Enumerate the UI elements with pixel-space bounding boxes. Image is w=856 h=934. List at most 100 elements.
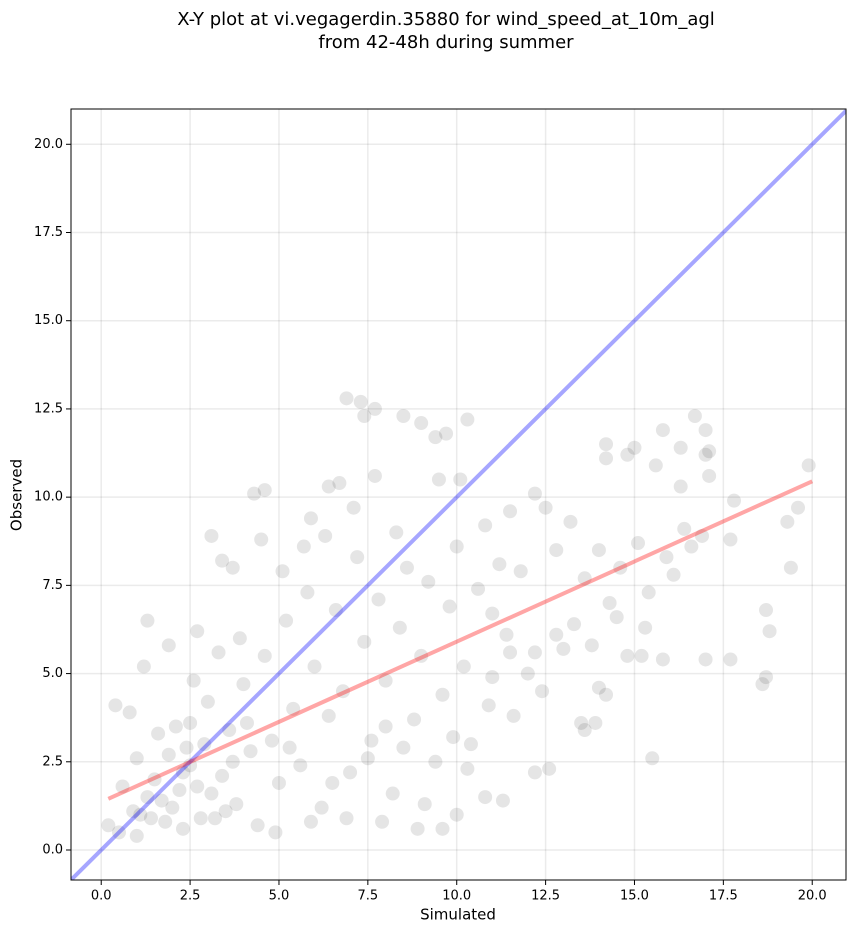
point xyxy=(282,740,297,755)
point xyxy=(183,758,198,773)
point xyxy=(396,408,411,423)
point xyxy=(140,790,155,805)
point xyxy=(783,560,798,575)
point xyxy=(239,715,254,730)
point xyxy=(527,486,542,501)
point xyxy=(471,581,486,596)
point xyxy=(161,638,176,653)
point xyxy=(165,800,180,815)
point xyxy=(143,811,158,826)
point xyxy=(204,786,219,801)
point xyxy=(417,797,432,812)
point xyxy=(460,761,475,776)
point xyxy=(791,500,806,515)
y-tick-label: 12.5 xyxy=(34,401,63,416)
point xyxy=(698,652,713,667)
point xyxy=(588,715,603,730)
point xyxy=(225,754,240,769)
point xyxy=(232,631,247,646)
point xyxy=(655,423,670,438)
y-tick-label: 5.0 xyxy=(42,666,63,681)
plot-area xyxy=(71,109,846,880)
point xyxy=(698,423,713,438)
point xyxy=(325,775,340,790)
point xyxy=(360,751,375,766)
point xyxy=(296,539,311,554)
point xyxy=(684,539,699,554)
point xyxy=(161,747,176,762)
point xyxy=(556,641,571,656)
point xyxy=(591,680,606,695)
point xyxy=(591,543,606,558)
chart-subtitle: from 42-48h during summer xyxy=(318,32,574,53)
point xyxy=(638,620,653,635)
point xyxy=(538,500,553,515)
point xyxy=(495,793,510,808)
point xyxy=(129,751,144,766)
point xyxy=(673,479,688,494)
point xyxy=(111,825,126,840)
point xyxy=(286,701,301,716)
x-tick-label: 17.5 xyxy=(709,889,738,904)
point xyxy=(762,624,777,639)
y-tick-label: 20.0 xyxy=(34,137,63,152)
point xyxy=(414,648,429,663)
point xyxy=(314,800,329,815)
point xyxy=(414,416,429,431)
point xyxy=(503,645,518,660)
point xyxy=(207,811,222,826)
y-axis-label: Observed xyxy=(8,459,26,531)
point xyxy=(357,634,372,649)
point xyxy=(321,708,336,723)
point xyxy=(229,797,244,812)
y-tick-label: 2.5 xyxy=(42,754,63,769)
point xyxy=(613,560,628,575)
point xyxy=(602,596,617,611)
point xyxy=(101,818,116,833)
point xyxy=(549,543,564,558)
point xyxy=(243,744,258,759)
y-tick-label: 15.0 xyxy=(34,313,63,328)
point xyxy=(506,708,521,723)
point xyxy=(421,574,436,589)
x-tick-label: 20.0 xyxy=(798,889,827,904)
point xyxy=(268,825,283,840)
point xyxy=(577,723,592,738)
point xyxy=(428,430,443,445)
point xyxy=(727,493,742,508)
point xyxy=(275,564,290,579)
point xyxy=(328,603,343,618)
point xyxy=(190,624,205,639)
point xyxy=(303,814,318,829)
point xyxy=(641,585,656,600)
point xyxy=(687,408,702,423)
point xyxy=(257,483,272,498)
point xyxy=(371,592,386,607)
point xyxy=(503,504,518,519)
point xyxy=(723,532,738,547)
point xyxy=(527,645,542,660)
point xyxy=(698,447,713,462)
point xyxy=(759,670,774,685)
point xyxy=(449,807,464,822)
x-tick-label: 7.5 xyxy=(358,889,379,904)
point xyxy=(535,684,550,699)
point xyxy=(293,758,308,773)
point xyxy=(513,564,528,579)
point xyxy=(385,786,400,801)
point xyxy=(147,772,162,787)
point xyxy=(158,814,173,829)
point xyxy=(136,659,151,674)
point xyxy=(599,451,614,466)
point xyxy=(193,811,208,826)
point xyxy=(435,821,450,836)
point xyxy=(175,765,190,780)
point xyxy=(584,638,599,653)
point xyxy=(666,567,681,582)
point xyxy=(695,528,710,543)
point xyxy=(446,730,461,745)
point xyxy=(759,603,774,618)
point xyxy=(318,528,333,543)
point xyxy=(634,648,649,663)
